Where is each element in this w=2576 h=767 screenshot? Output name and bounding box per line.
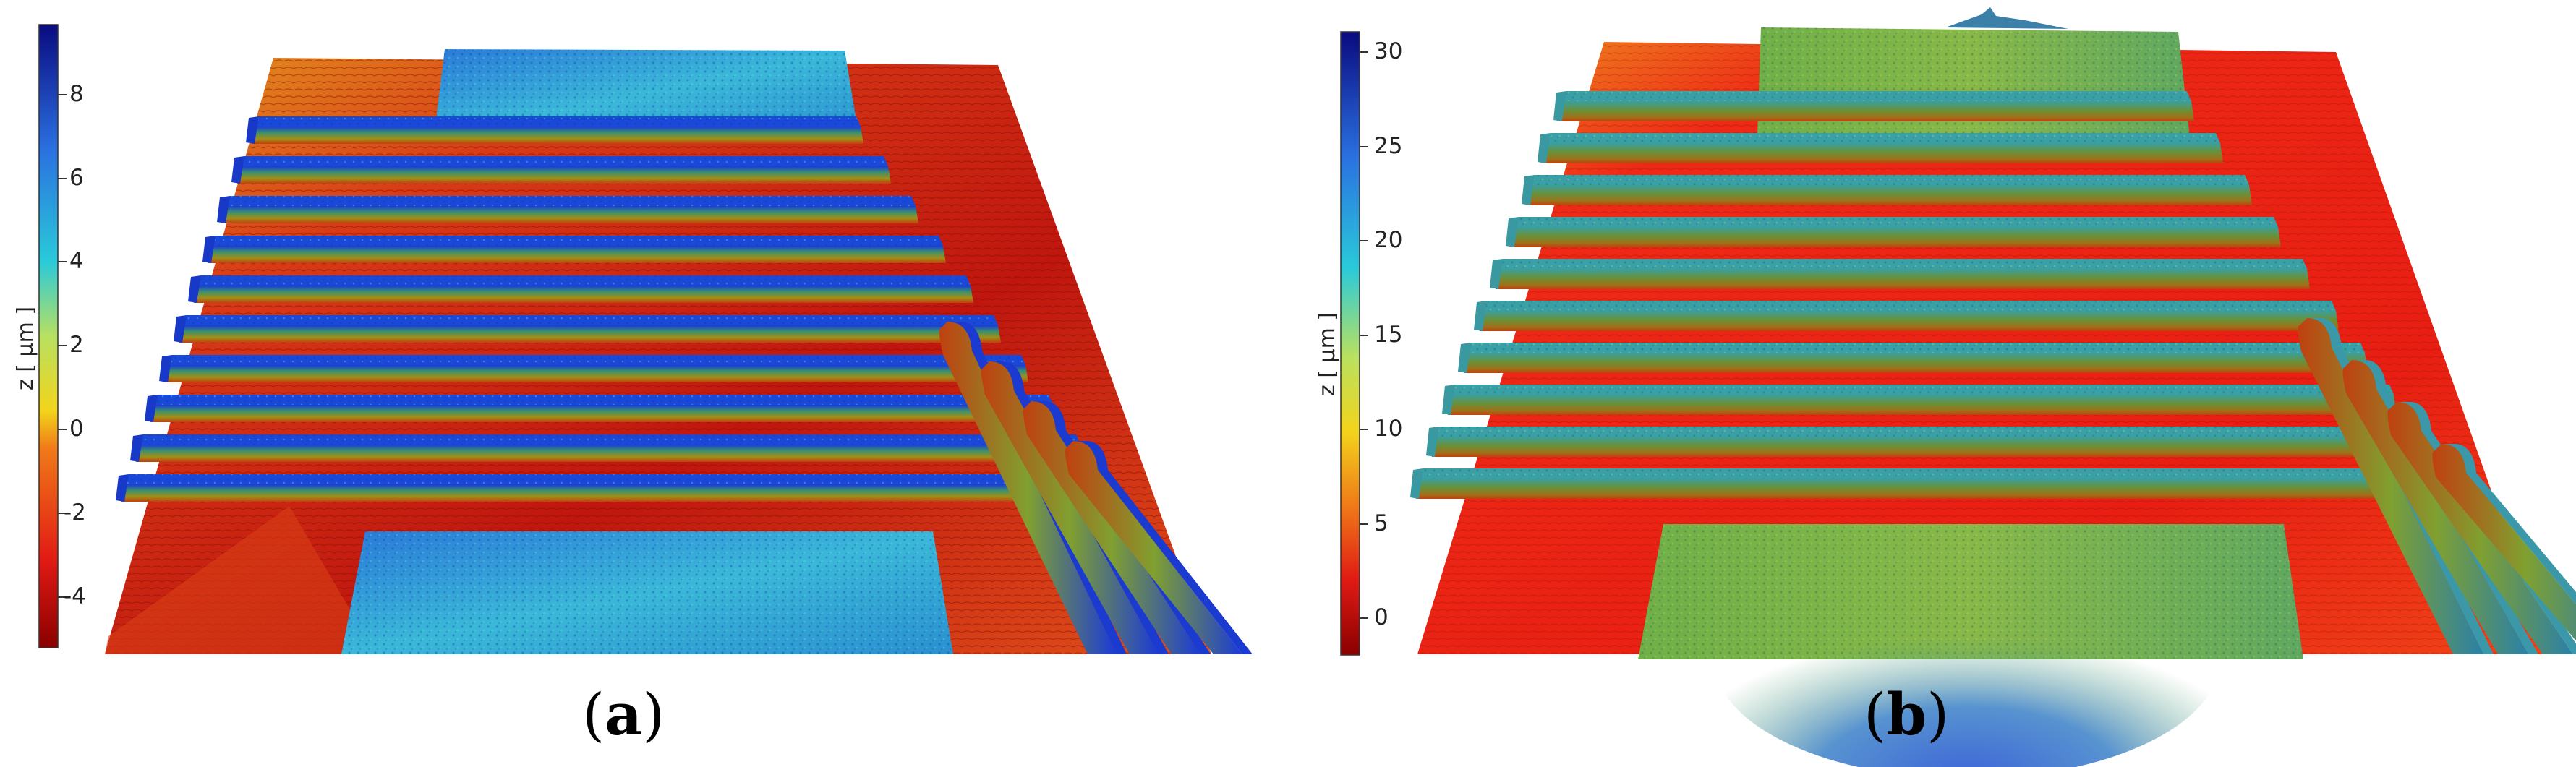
- caption-b: (b): [1864, 680, 1950, 748]
- colorbar-a-tick: -2: [64, 500, 86, 526]
- electrode-finger: [231, 156, 891, 184]
- electrode-finger: [217, 196, 918, 223]
- electrode-fingers-a: [116, 116, 1111, 502]
- electrode-side-wall-b: [2298, 318, 2576, 654]
- colorbar-b-tick: 25: [1374, 133, 1403, 159]
- colorbar-b-tick: 0: [1374, 604, 1389, 630]
- electrode-finger: [174, 315, 1001, 343]
- colorbar-a: [38, 24, 59, 648]
- electrode-finger: [1522, 175, 2252, 205]
- colorbar-b-ticks: [1360, 51, 1368, 619]
- caption-a-letter: a: [605, 680, 643, 748]
- electrode-finger: [1553, 91, 2194, 121]
- electrode-finger: [116, 474, 1111, 502]
- electrode-side-wall: [939, 322, 1127, 654]
- colorbar-b-tick: 30: [1374, 38, 1403, 64]
- electrode-finger: [202, 236, 946, 263]
- colorbar-a-ticks: [58, 94, 67, 598]
- electrode-finger: [1538, 133, 2223, 163]
- electrode-finger: [1458, 343, 2368, 373]
- colorbar-a-tick: 4: [69, 248, 84, 274]
- electrode-finger: [1490, 259, 2310, 289]
- electrode-side-wall: [2298, 318, 2494, 654]
- electrode-finger: [188, 275, 973, 303]
- colorbar-a-tick: 0: [69, 416, 84, 442]
- colorbar-a-title: z [ µm ]: [13, 306, 38, 390]
- electrode-finger: [1506, 217, 2281, 247]
- electrode-side-wall: [1065, 441, 1253, 654]
- colorbar-b: [1340, 31, 1360, 656]
- colorbar-b-tick: 5: [1374, 510, 1389, 536]
- electrode-finger: [1410, 468, 2455, 499]
- colorbar-a-tick: 8: [69, 81, 84, 107]
- panel-b-surface-plot: [1340, 7, 2576, 767]
- electrode-finger: [145, 395, 1056, 422]
- colorbar-a-tick: 6: [69, 165, 84, 191]
- electrode-finger: [1474, 301, 2339, 331]
- electrode-side-wall: [2432, 444, 2576, 641]
- colorbar-a-tick: -4: [64, 583, 86, 609]
- panel-a-surface-plot: [38, 24, 1253, 654]
- colorbar-b-tick: 15: [1374, 322, 1403, 348]
- electrode-finger: [1426, 427, 2426, 457]
- colorbar-b-tick: 10: [1374, 416, 1403, 442]
- electrode-fingers-b: [1410, 91, 2455, 499]
- caption-b-letter: b: [1886, 680, 1927, 748]
- caption-a: (a): [582, 680, 665, 748]
- electrode-side-wall-a: [939, 322, 1253, 654]
- electrode-finger: [1442, 385, 2397, 415]
- electrode-finger: [246, 116, 863, 144]
- colorbar-b-title: z [ µm ]: [1315, 312, 1340, 396]
- colorbar-a-tick: 2: [69, 332, 84, 358]
- electrode-finger: [159, 355, 1028, 382]
- electrode-finger: [130, 434, 1083, 462]
- colorbar-b-tick: 20: [1374, 227, 1403, 253]
